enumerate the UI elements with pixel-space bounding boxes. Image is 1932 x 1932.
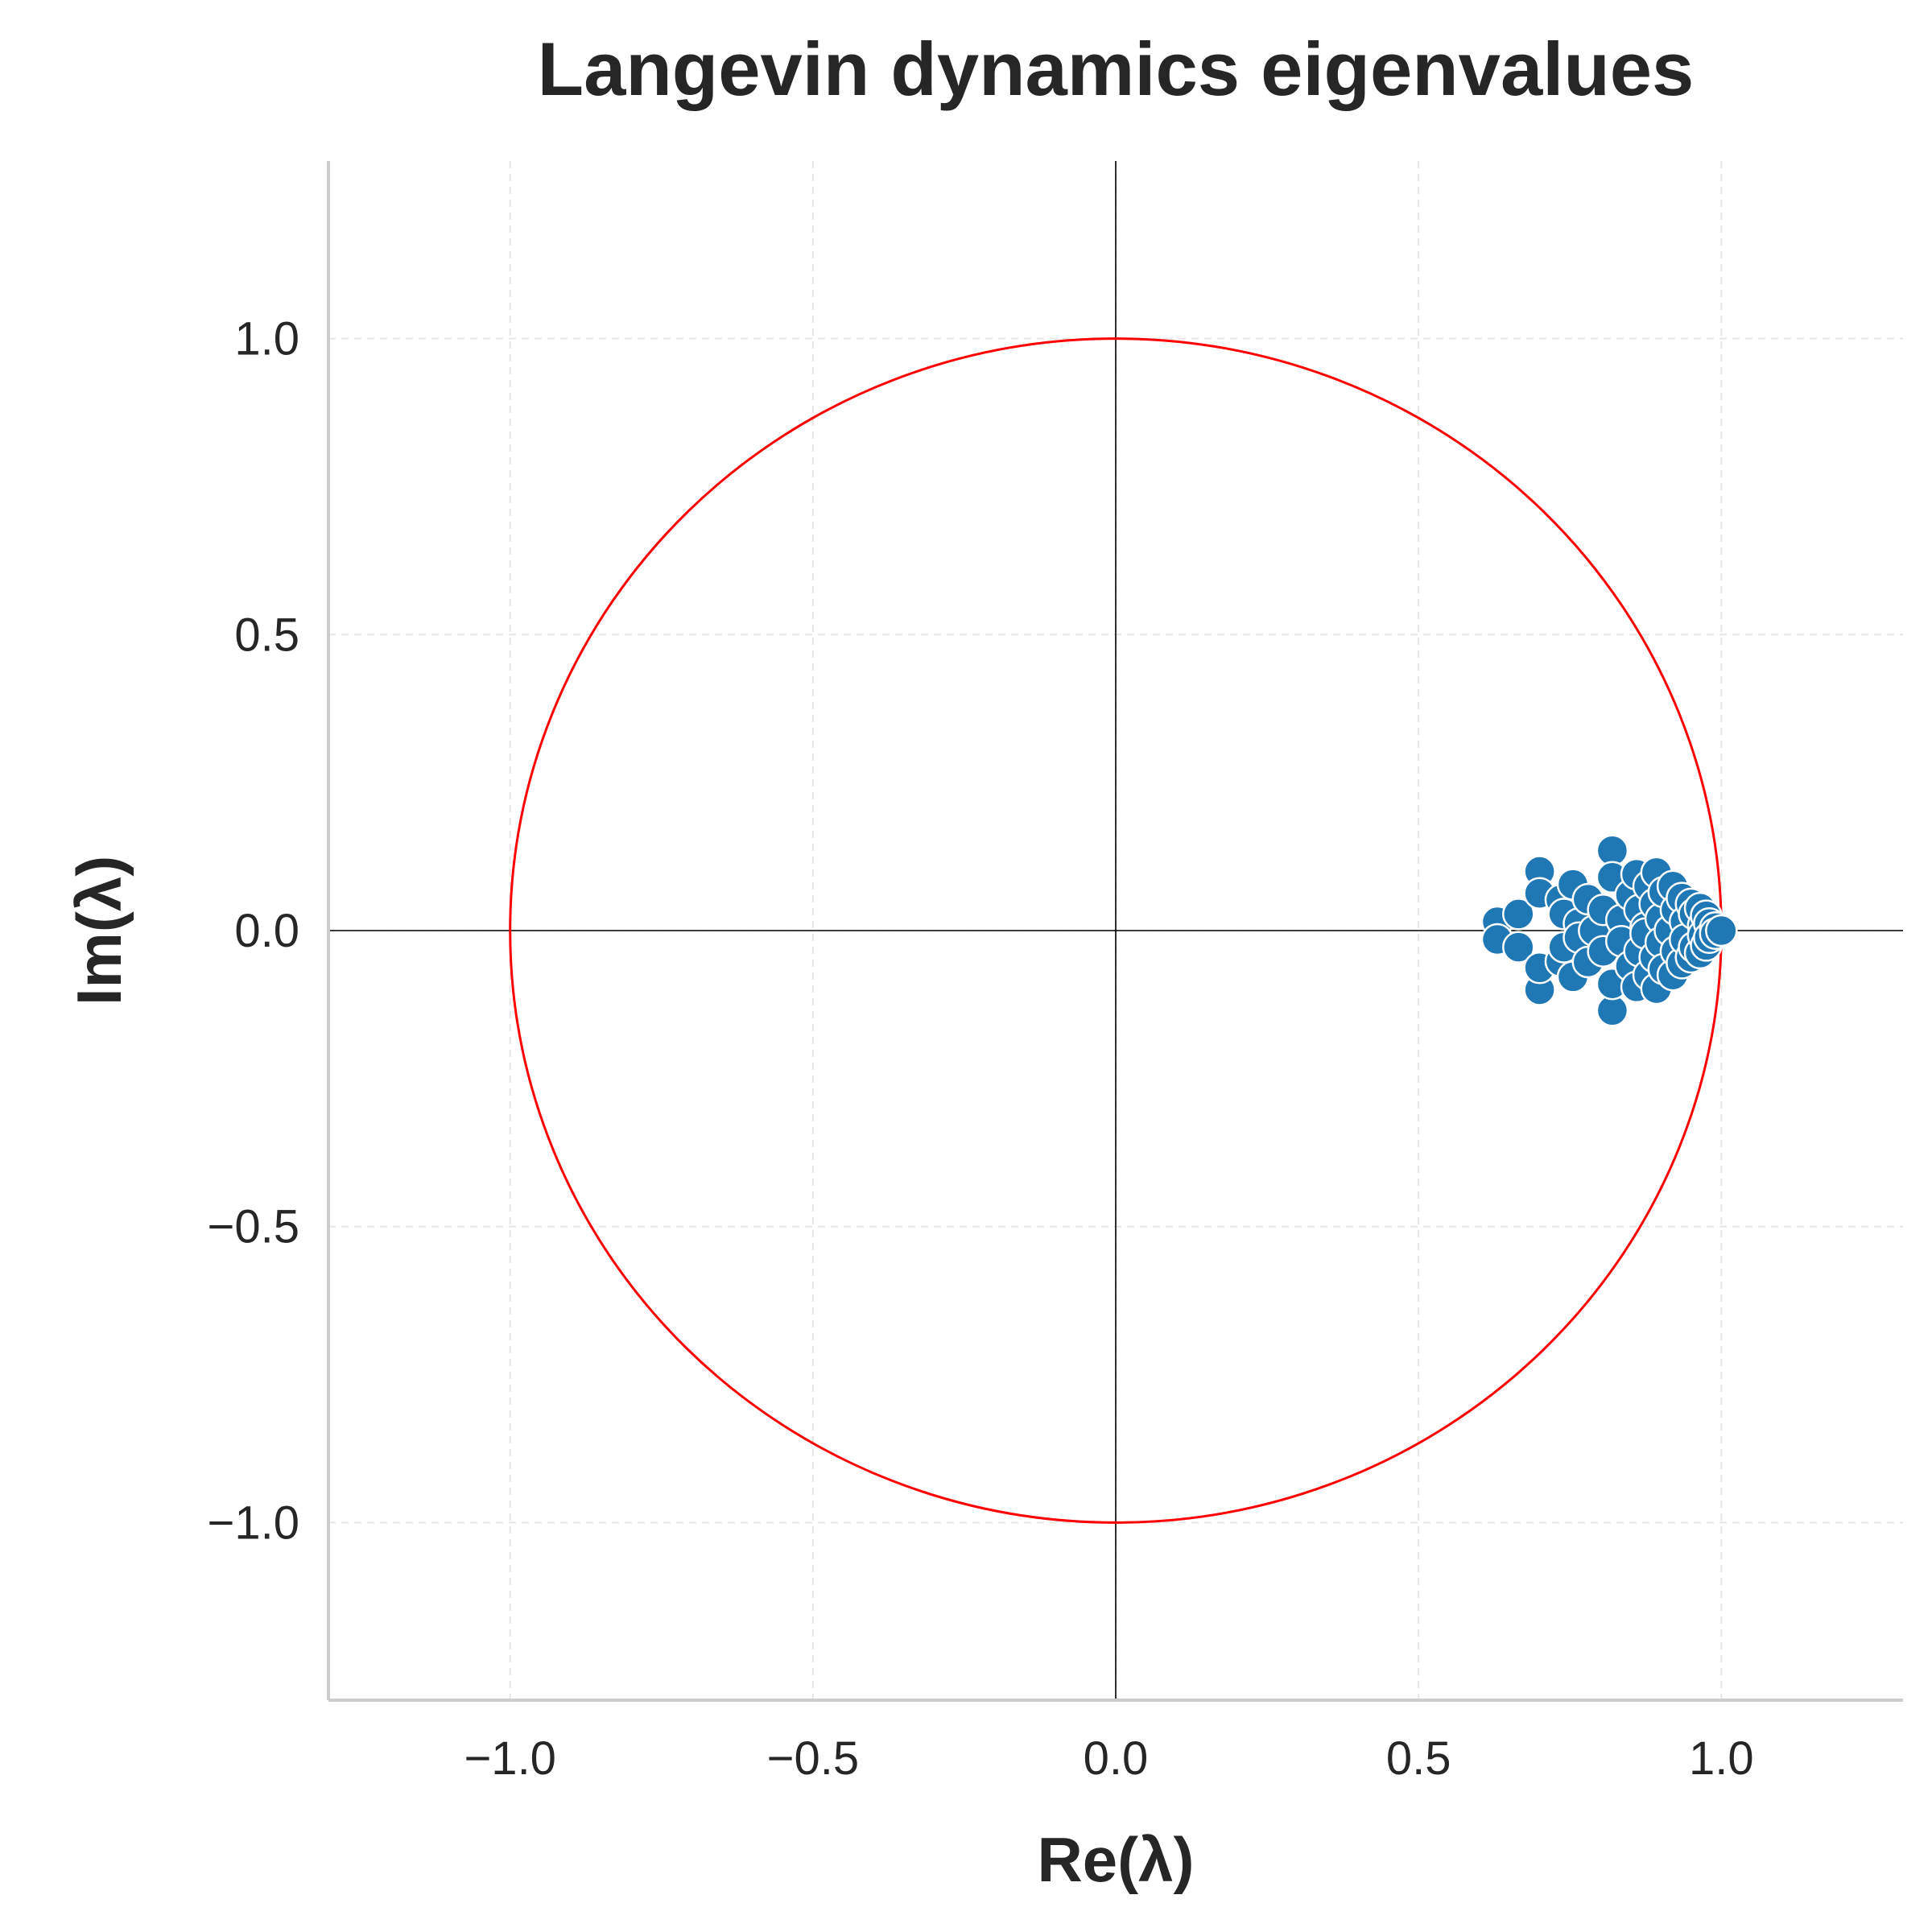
tick-labels: −1.0 −0.5 0.0 0.5 1.0 −1.0 −0.5 0.0 0.5 1.0: [208, 313, 1754, 1785]
eigenvalue-point-3: [1502, 931, 1535, 964]
x-tick-label-0: −1.0: [464, 1732, 556, 1785]
y-axis-label: Im(λ): [64, 856, 134, 1005]
x-tick-label-3: 0.5: [1386, 1732, 1451, 1785]
y-tick-label-2: 0.0: [234, 905, 299, 957]
y-tick-label-0: −1.0: [208, 1496, 300, 1549]
x-tick-label-4: 1.0: [1689, 1732, 1754, 1785]
eigenvalue-point-2: [1502, 898, 1535, 931]
y-tick-label-1: −0.5: [208, 1201, 300, 1253]
x-tick-label-1: −0.5: [767, 1732, 860, 1785]
eigenvalue-point-68: [1705, 914, 1738, 947]
y-tick-label-3: 0.5: [234, 609, 299, 661]
y-tick-label-4: 1.0: [234, 313, 299, 365]
axis-spines: [327, 161, 1903, 1702]
x-axis-label: Re(λ): [1037, 1824, 1194, 1895]
chart-title: Langevin dynamics eigenvalues: [538, 27, 1695, 111]
x-tick-label-2: 0.0: [1084, 1732, 1149, 1785]
eigenvalue-points: [1480, 834, 1738, 1027]
